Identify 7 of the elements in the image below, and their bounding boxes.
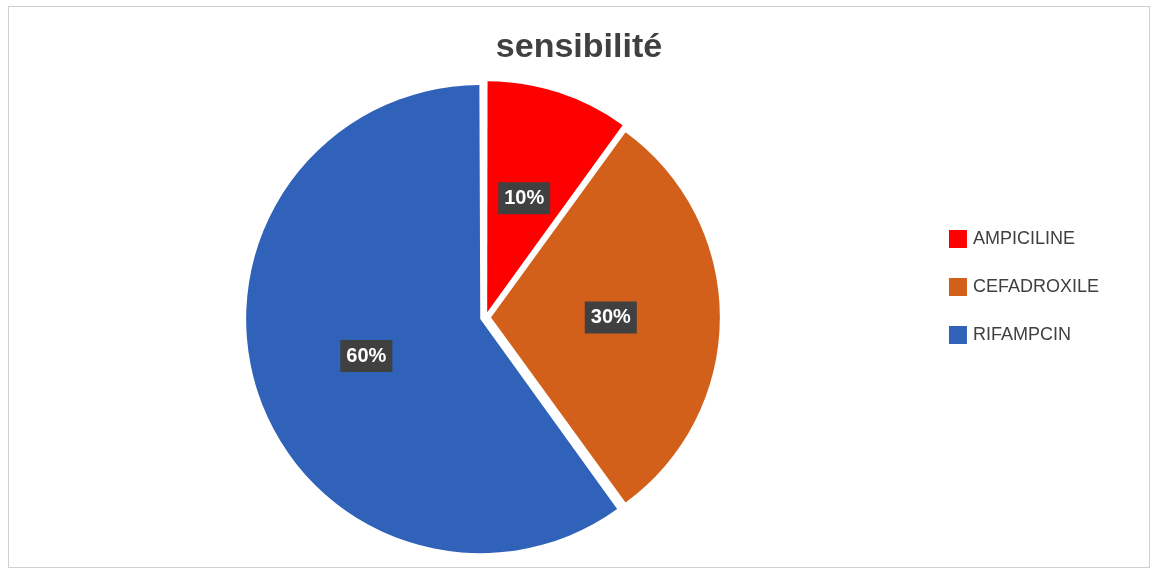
data-label: 10% xyxy=(504,185,545,208)
legend-label: CEFADROXILE xyxy=(972,275,1100,296)
chart-title: sensibilité xyxy=(495,25,663,64)
data-label: 30% xyxy=(590,304,632,327)
data-label: 60% xyxy=(346,343,387,366)
legend-label: RIFAMPCIN xyxy=(972,323,1071,344)
legend-label: AMPICILINE xyxy=(972,227,1075,248)
